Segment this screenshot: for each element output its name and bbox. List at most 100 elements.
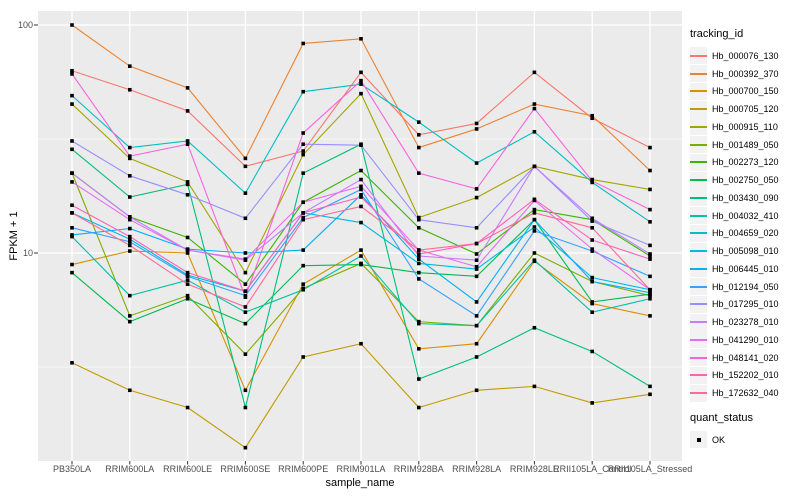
data-point: [590, 279, 594, 284]
legend-label: Hb_023278_010: [712, 317, 779, 328]
data-point: [532, 225, 537, 229]
data-point: [185, 109, 190, 113]
data-point: [417, 145, 421, 150]
legend-label: Hb_000915_110: [712, 121, 778, 132]
data-point: [70, 180, 74, 184]
legend-label: Hb_000392_370: [712, 68, 779, 79]
legend-entry: Hb_002750_050: [690, 171, 798, 189]
data-point: [532, 211, 537, 215]
data-point: [532, 251, 537, 255]
legend-label: Hb_041290_010: [712, 334, 779, 345]
legend-key-swatch: [690, 65, 707, 83]
legend-entry: Hb_012194_050: [690, 278, 798, 296]
data-point: [359, 341, 363, 346]
legend-label: Hb_048141_020: [712, 352, 779, 363]
data-point: [417, 405, 421, 410]
data-point: [648, 187, 652, 192]
data-point: [70, 139, 74, 143]
data-point: [474, 264, 479, 269]
data-point: [648, 274, 652, 279]
data-point: [243, 257, 248, 261]
data-point: [243, 191, 248, 195]
plot-panel: [38, 11, 682, 461]
legend-label: Hb_003430_090: [712, 192, 779, 203]
data-point: [648, 252, 652, 256]
data-point: [243, 352, 248, 356]
data-point: [648, 296, 652, 301]
data-point: [648, 168, 652, 173]
data-point: [359, 248, 363, 252]
x-tick-label: RRIM928LE: [509, 464, 559, 474]
legend-title-tracking-id: tracking_id: [690, 28, 744, 40]
legend-entry: Hb_004659_020: [690, 224, 798, 243]
data-point: [185, 251, 190, 255]
data-point: [301, 217, 305, 222]
legend-entry: Hb_023278_010: [690, 313, 798, 331]
data-point: [301, 142, 305, 147]
data-point: [301, 41, 305, 46]
data-point: [70, 23, 74, 27]
legend-entry: Hb_041290_010: [690, 331, 798, 349]
data-point: [532, 217, 537, 222]
data-point: [243, 216, 248, 221]
data-point: [128, 243, 132, 248]
legend-key-swatch: [690, 278, 707, 296]
legend-key-swatch: [690, 189, 707, 207]
data-point: [359, 177, 363, 182]
data-point: [128, 64, 132, 68]
data-point: [301, 282, 305, 286]
data-point: [70, 270, 74, 275]
data-point: [243, 270, 248, 275]
data-point: [417, 120, 421, 124]
data-point: [359, 184, 363, 189]
x-tick-label: RRIM600PE: [278, 464, 329, 474]
series-color-line-icon: [690, 125, 707, 128]
legend-label: Hb_006445_010: [712, 263, 779, 274]
data-point: [243, 388, 248, 393]
legend-entry: Hb_004032_410: [690, 207, 798, 225]
data-point: [70, 102, 74, 106]
data-point: [70, 171, 74, 175]
data-point: [243, 321, 248, 326]
quant-ok-key: [690, 431, 707, 449]
data-point: [359, 70, 363, 75]
series-color-line-icon: [690, 179, 707, 182]
legend-key-swatch: [690, 349, 707, 367]
data-point: [474, 187, 479, 191]
data-point: [243, 445, 248, 450]
data-point: [128, 234, 132, 239]
data-point: [359, 195, 363, 199]
legend-entry: Hb_003430_090: [690, 189, 798, 207]
data-point: [359, 187, 363, 192]
data-point: [185, 86, 190, 90]
data-point: [185, 180, 190, 184]
data-point: [185, 274, 190, 279]
legend-entry: Hb_001489_050: [690, 136, 798, 154]
data-point: [185, 278, 190, 282]
legend-entry: Hb_048141_020: [690, 349, 798, 367]
legend-entry: Hb_000700_150: [690, 82, 798, 101]
series-color-line-icon: [690, 196, 707, 199]
data-point: [590, 219, 594, 223]
data-point: [301, 215, 305, 220]
data-point: [474, 267, 479, 271]
data-point: [590, 179, 594, 183]
data-point: [648, 384, 652, 389]
data-point: [359, 82, 363, 86]
series-color-line-icon: [690, 321, 707, 324]
legend-key-swatch: [690, 313, 707, 331]
legend-label: Hb_000700_150: [712, 86, 779, 97]
data-point: [128, 215, 132, 219]
legend: tracking_id Hb_000076_130 Hb_000392_370 Hb…: [690, 28, 798, 449]
series-color-line-icon: [690, 374, 707, 377]
data-point: [417, 171, 421, 175]
legend-entry: Hb_000076_130: [690, 47, 798, 65]
x-tick-label: RRIM901LA: [336, 464, 386, 474]
data-point: [474, 195, 479, 200]
data-point: [590, 116, 594, 121]
data-point: [185, 192, 190, 197]
data-point: [417, 257, 421, 261]
data-point: [185, 235, 190, 240]
data-point: [185, 282, 190, 286]
data-point: [417, 132, 421, 137]
